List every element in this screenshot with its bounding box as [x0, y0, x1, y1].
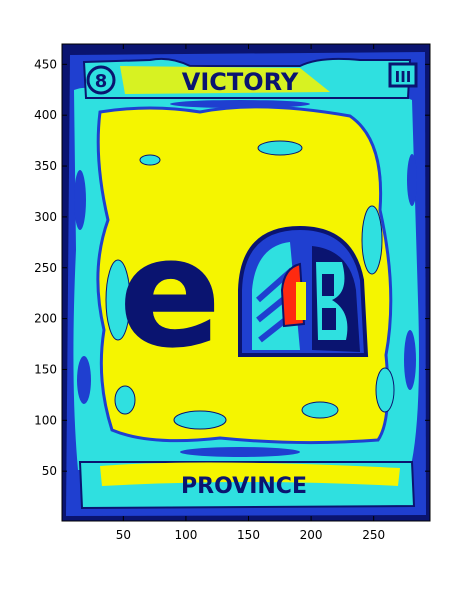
x-tick-label: 150: [237, 528, 260, 542]
y-tick-label: 350: [34, 159, 57, 173]
big-letter: e: [119, 207, 221, 381]
y-tick-label: 50: [42, 464, 57, 478]
x-tick-label: 200: [300, 528, 323, 542]
corner-emblem-right-text: III: [395, 68, 412, 86]
top-banner-light: [120, 66, 330, 94]
x-axis: 50 100 150 200 250: [116, 44, 385, 542]
y-tick-label: 400: [34, 108, 57, 122]
arched-door: [238, 225, 369, 357]
top-banner-title: VICTORY: [182, 68, 299, 96]
bottom-banner-title: PROVINCE: [181, 474, 307, 499]
y-tick-label: 300: [34, 210, 57, 224]
x-tick-label: 50: [116, 528, 131, 542]
border-texture: [74, 100, 417, 457]
y-tick-label: 200: [34, 312, 57, 326]
y-axis: 450 400 350 300 250 200 150 100 50: [34, 57, 430, 478]
x-tick-label: 100: [174, 528, 197, 542]
corner-emblem-right: [388, 62, 418, 88]
y-tick-label: 150: [34, 362, 57, 376]
axes-box: [61, 43, 431, 522]
bottom-banner-yellow: [100, 462, 400, 486]
x-tick-label: 250: [362, 528, 385, 542]
corner-emblem-left: [86, 65, 116, 95]
corner-emblem-left-text: 8: [95, 71, 108, 92]
parchment-texture: [105, 140, 395, 430]
y-tick-label: 450: [34, 57, 57, 71]
y-tick-label: 250: [34, 261, 57, 275]
y-tick-label: 100: [34, 413, 57, 427]
